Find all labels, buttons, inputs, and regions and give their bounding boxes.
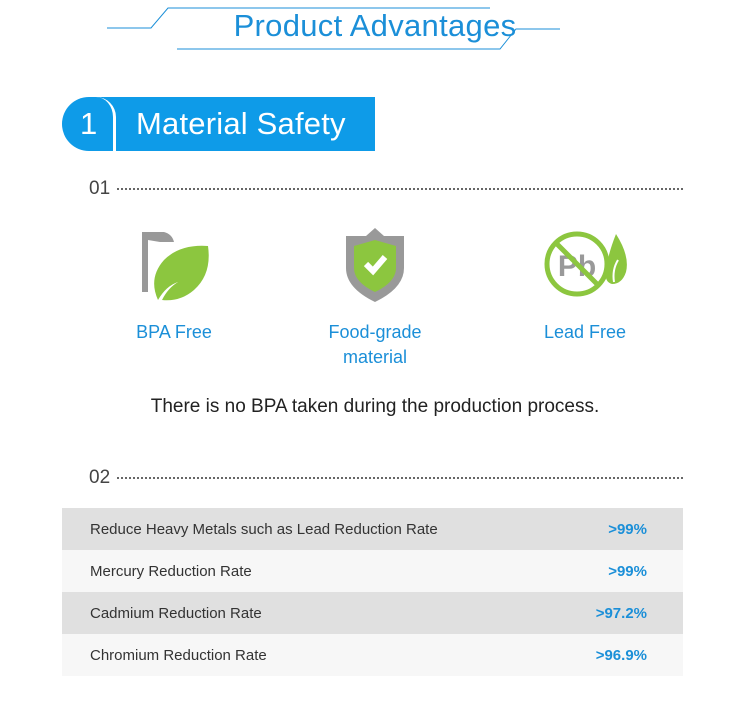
row-value: >97.2% [595, 604, 647, 622]
row-value: >99% [608, 520, 647, 538]
feature-label: BPA Free [136, 322, 212, 342]
row-name: Mercury Reduction Rate [90, 562, 252, 580]
dotted-divider [117, 188, 683, 190]
section-badge: 1 Material Safety [62, 97, 375, 151]
section-number: 1 [80, 106, 98, 141]
dotted-divider [117, 477, 683, 479]
row-name: Reduce Heavy Metals such as Lead Reducti… [90, 520, 438, 538]
feature-label: Lead Free [543, 322, 627, 342]
table-row: Reduce Heavy Metals such as Lead Reducti… [62, 508, 683, 550]
section-title: Material Safety [136, 106, 346, 141]
feature-bpa-free: BPA Free [94, 226, 254, 345]
row-name: Chromium Reduction Rate [90, 646, 267, 664]
part-label-02: 02 [89, 467, 111, 488]
leaf-icon [142, 232, 209, 301]
no-lead-icon: Pb [544, 231, 627, 297]
table-row: Mercury Reduction Rate >99% [62, 550, 683, 592]
feature-label: Food-grade material [328, 322, 422, 367]
row-value: >96.9% [595, 646, 647, 664]
page-title: Product Advantages [233, 8, 517, 43]
title-decoration [107, 7, 560, 50]
feature-food-grade: Food-grade material [295, 226, 455, 370]
reduction-rate-table: Reduce Heavy Metals such as Lead Reducti… [62, 508, 683, 676]
row-name: Cadmium Reduction Rate [90, 604, 262, 622]
table-row: Chromium Reduction Rate >96.9% [62, 634, 683, 676]
part-label-01: 01 [89, 178, 111, 199]
table-row: Cadmium Reduction Rate >97.2% [62, 592, 683, 634]
description: There is no BPA taken during the product… [150, 396, 600, 417]
row-value: >99% [608, 562, 647, 580]
shield-check-icon [346, 228, 404, 302]
feature-lead-free: Pb Lead Free [505, 226, 665, 345]
